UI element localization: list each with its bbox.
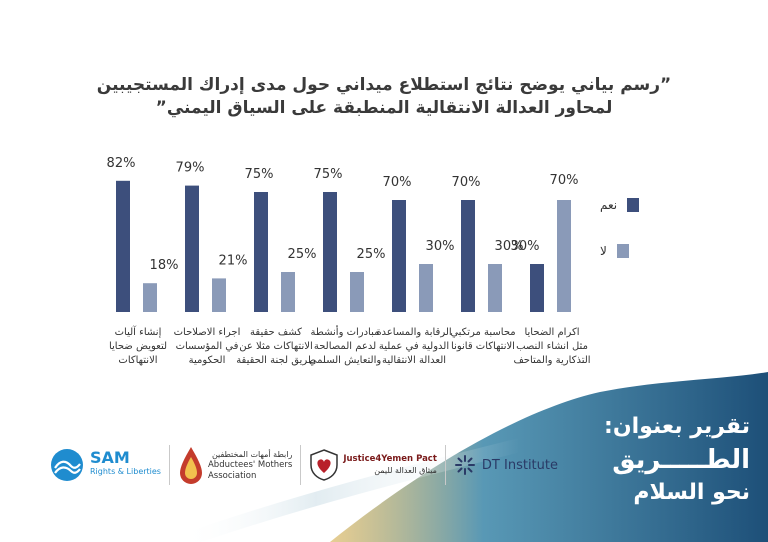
category-label-0-2: الانتهاكات — [118, 355, 157, 366]
category-label-6-2: التذكارية والمتاحف — [513, 355, 590, 366]
mothers-english-2: Association — [207, 470, 257, 481]
bar-yes-2 — [254, 192, 268, 312]
justice-arabic: ميثاق العدالة لليمن — [374, 466, 437, 475]
bar-yes-1 — [185, 185, 199, 312]
category-label-0-0: إنشاء آليات — [115, 325, 162, 338]
category-label-1-1: في المؤسسات — [176, 341, 239, 352]
report-line-3: نحو السلام — [633, 480, 750, 505]
category-label-0-1: لتعويض ضحايا — [109, 341, 167, 352]
title-line-1: ”رسم بياني يوضح نتائج استطلاع ميداني حول… — [96, 75, 672, 95]
value-label-no-5: 30% — [495, 239, 524, 254]
report-line-2: الطـــــريق — [612, 445, 750, 475]
value-label-yes-3: 75% — [314, 167, 343, 182]
category-label-3-2: والتعايش السلمي — [309, 355, 382, 366]
sam-wave-icon — [51, 449, 83, 481]
bar-no-0 — [143, 283, 157, 312]
category-label-5-1: الانتهاكات قانونا — [451, 341, 515, 352]
value-label-yes-5: 70% — [452, 175, 481, 190]
value-label-yes-4: 70% — [383, 175, 412, 190]
bar-no-3 — [350, 272, 364, 312]
bar-yes-0 — [116, 180, 130, 312]
logo-divider — [300, 445, 302, 485]
bar-yes-3 — [323, 192, 337, 312]
value-label-yes-0: 82% — [107, 156, 136, 171]
category-label-6-1: مثل انشاء النصب — [516, 341, 588, 352]
legend-label-yes: نعم — [600, 198, 618, 212]
bar-no-4 — [419, 264, 433, 312]
legend-swatch-yes — [627, 198, 640, 212]
chart-legend: نعم لا — [600, 196, 670, 288]
value-label-no-0: 18% — [150, 258, 179, 273]
category-label-1-0: اجراء الاصلاحات — [174, 327, 241, 338]
logo-divider — [444, 445, 446, 485]
mothers-logo: رابطة أمهات المختطفين Abductees' Mothers… — [178, 440, 292, 490]
bar-yes-4 — [392, 200, 406, 312]
report-title: تقرير بعنوان: الطـــــريق نحو السلام — [604, 412, 750, 508]
sam-name: SAM — [90, 448, 130, 467]
bar-no-5 — [488, 264, 502, 312]
bar-yes-5 — [461, 200, 475, 312]
category-label-3-0: مبادرات وأنشطة — [311, 325, 380, 338]
mothers-arabic: رابطة أمهات المختطفين — [211, 449, 293, 459]
bar-no-6 — [557, 200, 571, 312]
category-label-4-2: العدالة الانتقالية — [382, 355, 446, 366]
bar-yes-6 — [530, 264, 544, 312]
category-label-2-1: الانتهاكات مثلا عن — [239, 341, 312, 352]
report-line-1: تقرير بعنوان: — [604, 414, 750, 439]
legend-item-yes: نعم — [600, 196, 670, 214]
category-label-4-1: الدولية في عملية — [379, 341, 449, 352]
category-label-3-1: لدعم المصالحة — [314, 341, 376, 352]
category-label-2-0: كشف حقيقة — [250, 327, 302, 338]
value-label-yes-1: 79% — [176, 161, 205, 176]
justice-logo: Justice4Yemen Pact ميثاق العدالة لليمن — [309, 440, 437, 490]
bar-no-1 — [212, 278, 226, 312]
chart-title: ”رسم بياني يوضح نتائج استطلاع ميداني حول… — [0, 74, 768, 120]
dt-sparkle-icon — [454, 455, 475, 475]
value-label-yes-2: 75% — [245, 167, 274, 182]
category-label-2-2: طريق لجنة الحقيقة — [236, 355, 316, 366]
drop-icon — [179, 447, 202, 484]
category-label-6-0: اكرام الضحايا — [524, 327, 579, 338]
dt-name: DT Institute — [481, 457, 558, 473]
sam-logo: SAM Rights & Liberties — [50, 440, 161, 490]
category-label-4-0: الرقابة والمساعدة — [376, 327, 451, 338]
mothers-english-1: Abductees' Mothers — [207, 459, 293, 470]
legend-swatch-no — [616, 244, 629, 258]
value-label-yes-6: 30% — [511, 239, 540, 254]
value-label-no-3: 25% — [357, 247, 386, 262]
partner-logos: SAM Rights & Liberties رابطة أمهات المخت… — [50, 440, 558, 490]
value-label-no-1: 21% — [219, 253, 248, 268]
bar-chart: 82% 18% إنشاء آليات لتعويض ضحايا الانتهاكات 7… — [107, 156, 591, 366]
logo-divider — [168, 445, 170, 485]
dt-logo: DT Institute — [454, 440, 558, 490]
value-label-no-4: 30% — [426, 239, 455, 254]
bar-no-2 — [281, 272, 295, 312]
category-label-1-2: الحكومية — [189, 355, 226, 366]
title-line-2: لمحاور العدالة الانتقالية المنطبقة على ا… — [155, 98, 613, 118]
legend-label-no: لا — [600, 244, 607, 258]
sam-tagline: Rights & Liberties — [90, 467, 161, 476]
heart-shield-icon — [310, 449, 339, 481]
justice-english: Justice4Yemen Pact — [343, 454, 437, 464]
category-label-5-0: محاسبة مرتكبي — [450, 327, 515, 338]
legend-item-no: لا — [600, 242, 670, 260]
value-label-no-6: 70% — [550, 173, 579, 188]
value-label-no-2: 25% — [288, 247, 317, 262]
